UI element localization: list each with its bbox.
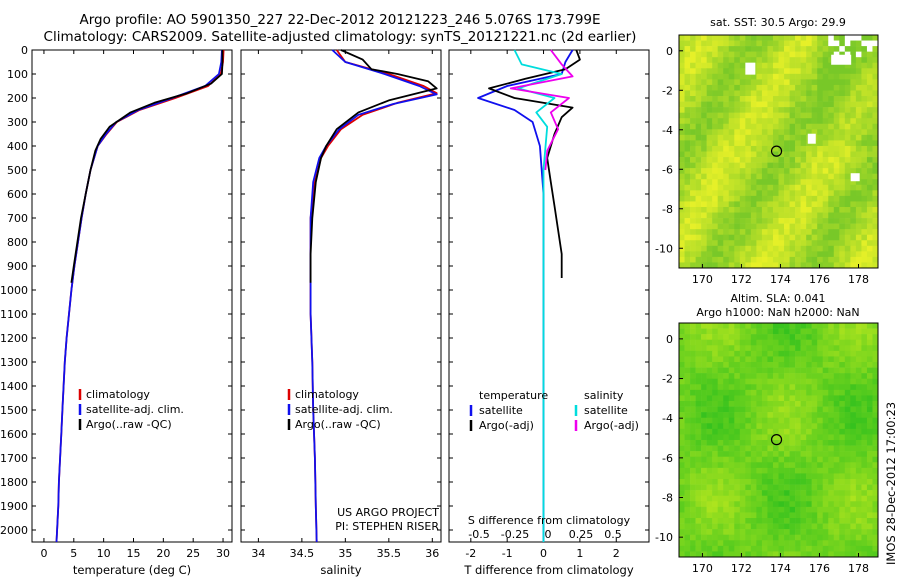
depth-tick-label: 1000	[0, 284, 28, 297]
top-x-tick-label: -0.5	[468, 528, 489, 541]
plot-frame	[31, 49, 233, 543]
series-climatology	[55, 49, 225, 543]
profile-panel-3: -2 -1 0 1 2 T difference from climatology temp…	[448, 49, 650, 577]
series-argo-raw-qc-	[309, 49, 438, 283]
depth-tick-label: 1200	[0, 332, 28, 345]
depth-tick-label: 600	[7, 188, 28, 201]
x-tick-label: 34	[251, 547, 265, 560]
series-satellite-salinity-	[513, 49, 563, 542]
depth-tick-label: 1800	[0, 476, 28, 489]
plot-frame	[448, 49, 650, 543]
depth-tick-label: 1700	[0, 452, 28, 465]
legend-label: satellite-adj. clim.	[86, 403, 184, 416]
depth-tick-label: 1600	[0, 428, 28, 441]
x-tick-label: -2	[465, 547, 476, 560]
map2-title-line1: Altim. SLA: 0.041	[730, 292, 826, 305]
x-tick-label: 10	[97, 547, 111, 560]
legend-label: satellite	[584, 404, 628, 417]
x-tick-label: 15	[126, 547, 140, 560]
x-tick-label: 5	[70, 547, 77, 560]
series-climatology	[309, 49, 438, 543]
profile-panel-2: 34 34.5 35 35.5 36 salinity climatology satelli…	[240, 49, 442, 577]
depth-tick-label: 1100	[0, 308, 28, 321]
series-argo-raw-qc-	[70, 50, 224, 283]
header-line-1: Argo profile: AO 5901350_227 22-Dec-2012…	[79, 12, 601, 28]
x-tick-label: 0	[40, 547, 47, 560]
map1-title: sat. SST: 30.5 Argo: 29.9	[710, 16, 846, 29]
top-x-tick-label: 0	[545, 528, 552, 541]
legend-label: climatology	[295, 388, 359, 401]
series-satellite-adj-clim-	[309, 49, 438, 543]
x-tick-label: 2	[613, 547, 620, 560]
legend-label: Argo(..raw -QC)	[86, 418, 172, 431]
top-x-tick-label: 0.5	[604, 528, 622, 541]
top-x-tick-label: -0.25	[501, 528, 529, 541]
depth-tick-label: 1500	[0, 404, 28, 417]
top-x-tick-label: 0.25	[569, 528, 594, 541]
plot-frame	[240, 49, 442, 543]
x-axis-label: salinity	[320, 563, 361, 577]
header-line-2: Climatology: CARS2009. Satellite-adjuste…	[43, 29, 637, 45]
legend-title-temperature: temperature	[479, 389, 548, 402]
imos-watermark: IMOS 28-Dec-2012 17:00:23	[884, 402, 898, 565]
profile-panel-1: 0100200300400500600700800900100011001200…	[0, 44, 233, 577]
map2-title-line2: Argo h1000: NaN h2000: NaN	[696, 306, 860, 319]
depth-tick-label: 500	[7, 164, 28, 177]
x-tick-label: 34.5	[290, 547, 315, 560]
depth-tick-label: 300	[7, 116, 28, 129]
legend-label: satellite-adj. clim.	[295, 403, 393, 416]
depth-tick-label: 400	[7, 140, 28, 153]
x-tick-label: 0	[540, 547, 547, 560]
x-tick-label: -1	[502, 547, 513, 560]
depth-tick-label: 700	[7, 212, 28, 225]
top-x-axis-label: S difference from climatology	[468, 514, 631, 527]
annotation-pi: PI: STEPHEN RISER	[335, 520, 439, 533]
depth-tick-label: 200	[7, 92, 28, 105]
x-tick-label: 25	[186, 547, 200, 560]
legend-label: satellite	[479, 404, 523, 417]
x-tick-label: 1	[576, 547, 583, 560]
x-tick-label: 35.5	[377, 547, 402, 560]
series-argo-adj-salinity-	[509, 49, 574, 171]
depth-tick-label: 900	[7, 260, 28, 273]
depth-tick-label: 1900	[0, 500, 28, 513]
depth-tick-label: 1400	[0, 380, 28, 393]
x-tick-label: 30	[216, 547, 230, 560]
x-tick-label: 35	[338, 547, 352, 560]
x-axis-label: temperature (deg C)	[73, 563, 191, 577]
legend-label: Argo(-adj)	[479, 419, 534, 432]
annotation-project: US ARGO PROJECT	[337, 506, 439, 519]
depth-tick-label: 1300	[0, 356, 28, 369]
x-tick-label: 36	[425, 547, 439, 560]
legend-label: Argo(-adj)	[584, 419, 639, 432]
legend-title-salinity: salinity	[584, 389, 624, 402]
legend-label: climatology	[86, 388, 150, 401]
depth-tick-label: 100	[7, 68, 28, 81]
series-satellite-adj-clim-	[55, 49, 223, 543]
watermark-text: IMOS 28-Dec-2012 17:00:23	[884, 402, 898, 565]
legend-label: Argo(..raw -QC)	[295, 418, 381, 431]
depth-tick-label: 2000	[0, 524, 28, 537]
depth-tick-label: 800	[7, 236, 28, 249]
x-axis-label: T difference from climatology	[463, 563, 634, 577]
depth-tick-label: 0	[21, 44, 28, 57]
x-tick-label: 20	[156, 547, 170, 560]
